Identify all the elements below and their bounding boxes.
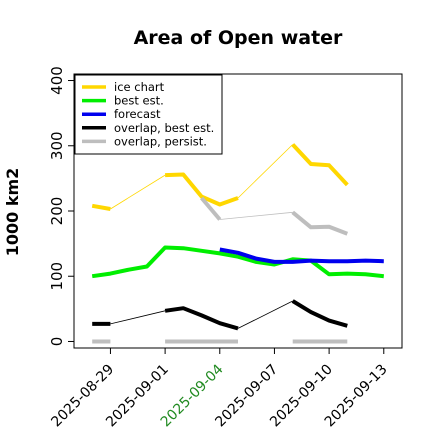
series-4-segment-2	[291, 210, 349, 236]
legend-label: forecast	[114, 107, 161, 121]
legend-label: overlap, best est.	[114, 121, 214, 135]
series-0-segment-0	[91, 203, 111, 211]
y-tick-label: 0	[48, 337, 66, 347]
series-2-segment-0	[219, 247, 384, 264]
y-axis: 0 100 200 300 400	[48, 66, 74, 346]
series-0-segment-4	[291, 143, 349, 187]
series-3-segment-4	[291, 299, 348, 328]
series-0-segment-2	[165, 172, 239, 207]
y-axis-label: 1000 km2	[3, 168, 22, 257]
legend-label: ice chart	[114, 80, 165, 94]
legend-label: overlap, persist.	[114, 134, 207, 148]
series-layer	[91, 143, 385, 344]
legend-label: best est.	[114, 94, 164, 108]
series-0-segment-1	[110, 174, 166, 210]
series-3-segment-3	[237, 300, 293, 329]
y-tick-label: 200	[48, 197, 66, 226]
series-0-segment-3	[237, 144, 293, 199]
chart-title: Area of Open water	[134, 27, 343, 49]
series-3-segment-2	[164, 306, 239, 331]
series-4-segment-1	[219, 211, 293, 220]
series-1-segment-0	[91, 245, 385, 279]
y-tick-label: 400	[48, 66, 66, 95]
series-3-segment-1	[110, 310, 166, 325]
y-tick-label: 100	[48, 262, 66, 291]
series-4-segment-0	[200, 196, 222, 221]
y-tick-label: 300	[48, 131, 66, 160]
